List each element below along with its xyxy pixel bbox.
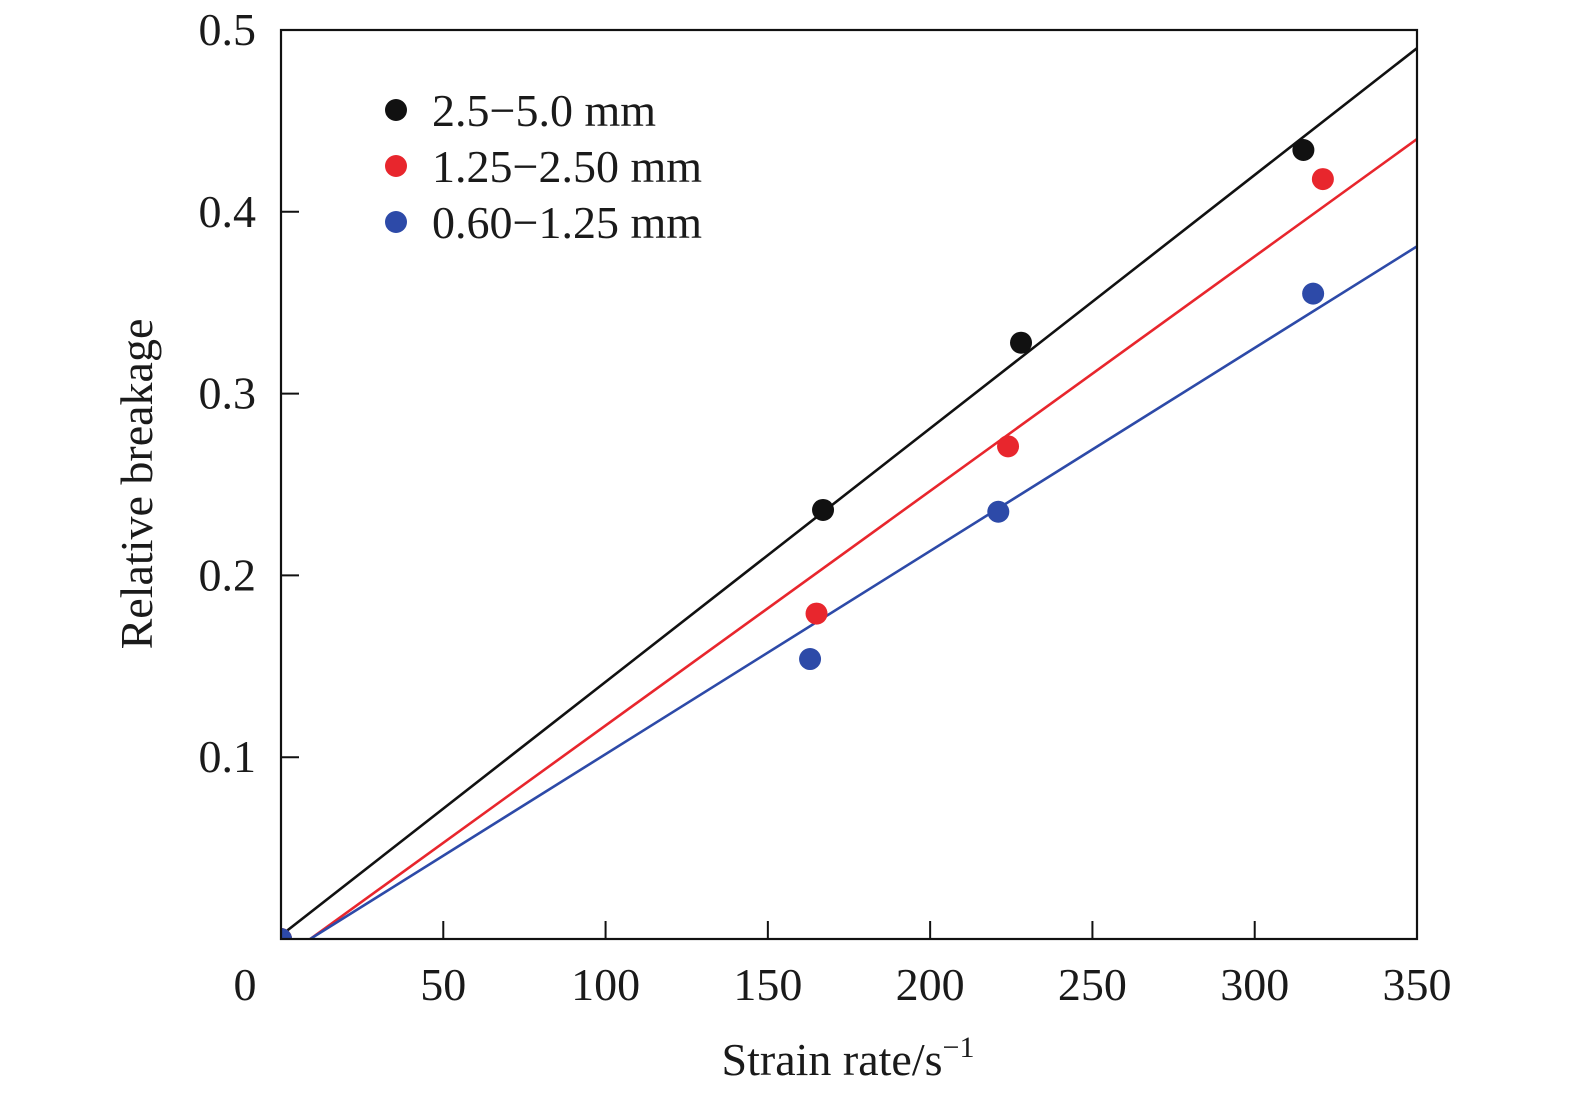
x-axis-title-superscript: −1 [943, 1031, 975, 1064]
legend-marker [385, 211, 407, 233]
data-point-series-1 [1292, 138, 1315, 161]
y-tick-label: 0.5 [199, 4, 257, 55]
data-point-series-1 [1010, 331, 1033, 354]
legend-label: 0.60−1.25 mm [432, 197, 702, 248]
fit-line-series-2 [309, 138, 1417, 939]
x-tick-label: 250 [1058, 959, 1127, 1010]
data-point-series-3 [1302, 282, 1325, 305]
data-point-series-1 [812, 498, 835, 521]
legend: 2.5−5.0 mm1.25−2.50 mm0.60−1.25 mm [385, 85, 702, 248]
y-tick-label: 0.3 [199, 368, 257, 419]
x-axis-title-text: Strain rate/s [722, 1034, 943, 1085]
data-point-series-2 [805, 602, 828, 625]
data-points-group [281, 138, 1334, 939]
y-tick-label: 0.1 [199, 731, 257, 782]
data-point-series-3 [281, 928, 292, 939]
x-tick-label: 100 [571, 959, 640, 1010]
x-tick-label: 50 [420, 959, 466, 1010]
legend-marker [385, 155, 407, 177]
y-axis-title: Relative breakage [111, 319, 162, 650]
plot-frame [279, 28, 1419, 941]
fit-lines-group [281, 47, 1417, 939]
axes-group: 0 50 100 150 200 250 300 350 0.1 0.2 0.3 0.4 0.5 [199, 4, 1452, 1010]
data-point-series-2 [1311, 168, 1334, 191]
data-point-series-3 [987, 500, 1010, 523]
x-tick-label: 0 [234, 959, 257, 1010]
x-tick-label: 200 [896, 959, 965, 1010]
y-tick-label: 0.2 [199, 549, 257, 600]
fit-line-series-3 [309, 245, 1417, 939]
x-tick-label: 350 [1383, 959, 1452, 1010]
x-axis-title: Strain rate/s−1 [722, 1031, 975, 1085]
legend-marker [385, 99, 407, 121]
legend-label: 2.5−5.0 mm [432, 85, 656, 136]
data-point-series-3 [799, 648, 822, 671]
fit-line-series-1 [281, 47, 1417, 937]
x-tick-label: 150 [733, 959, 802, 1010]
data-point-series-2 [997, 435, 1020, 458]
legend-label: 1.25−2.50 mm [432, 141, 702, 192]
y-tick-label: 0.4 [199, 186, 257, 237]
x-tick-label: 300 [1220, 959, 1289, 1010]
